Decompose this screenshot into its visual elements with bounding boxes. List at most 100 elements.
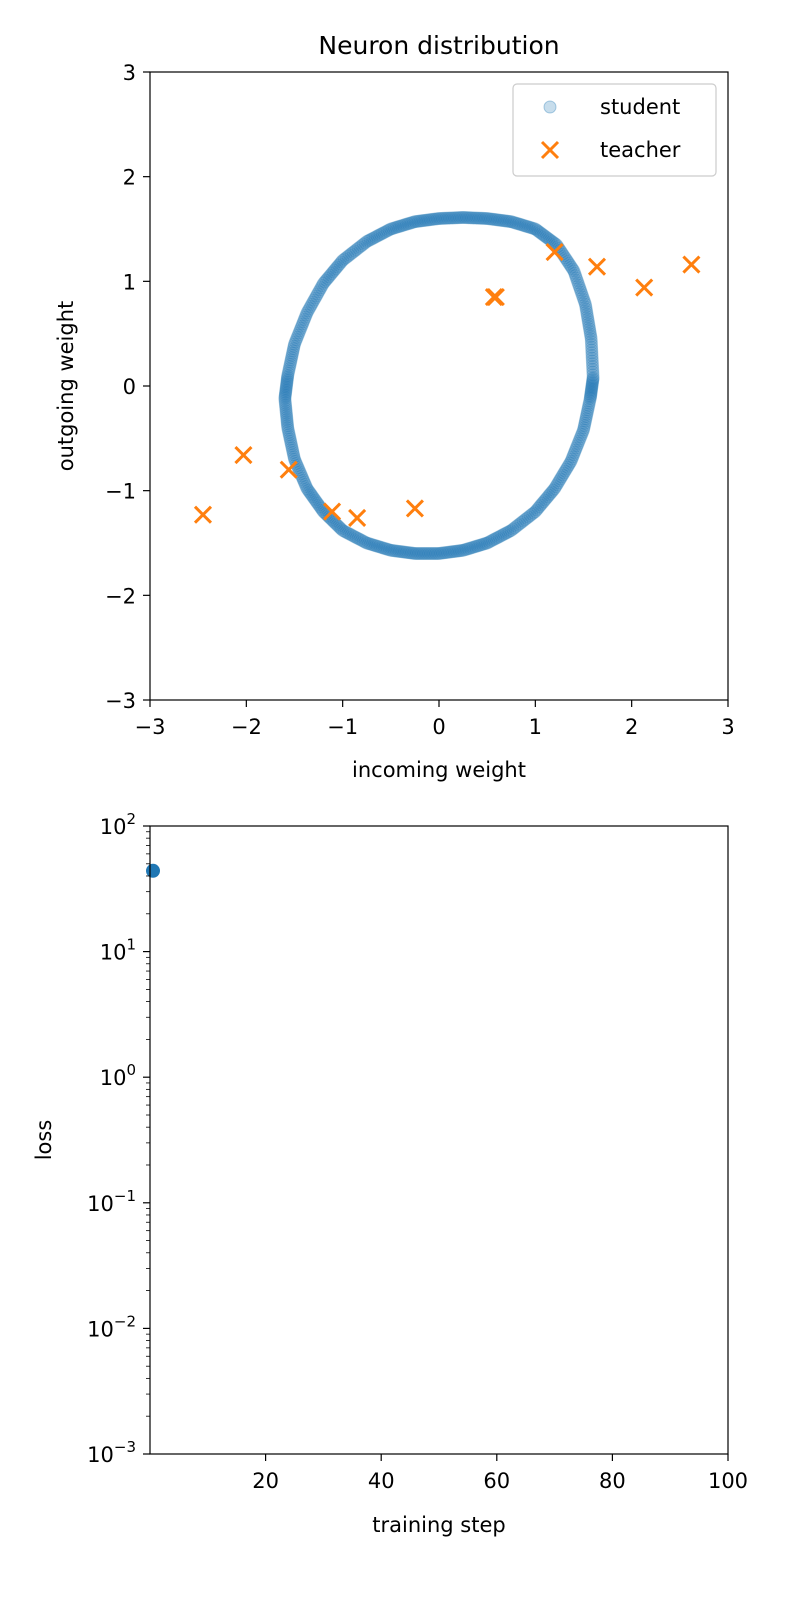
student-point bbox=[281, 369, 295, 383]
student-point bbox=[422, 546, 436, 560]
student-point bbox=[294, 321, 308, 335]
student-point bbox=[552, 474, 566, 488]
student-point bbox=[333, 257, 347, 271]
teacher-point bbox=[279, 460, 298, 479]
student-point bbox=[296, 473, 310, 487]
student-point bbox=[278, 398, 292, 412]
student-point bbox=[434, 211, 448, 225]
student-point bbox=[312, 285, 326, 299]
student-point bbox=[585, 340, 599, 354]
student-point bbox=[399, 545, 413, 559]
student-point bbox=[415, 214, 429, 228]
y-tick-label: 1 bbox=[123, 270, 136, 294]
student-point bbox=[569, 269, 583, 283]
student-point bbox=[329, 517, 343, 531]
student-point bbox=[355, 239, 369, 253]
student-point bbox=[577, 423, 590, 437]
student-point bbox=[465, 211, 479, 225]
student-point bbox=[575, 288, 589, 302]
student-point bbox=[560, 460, 574, 474]
y-tick-label-bottom: 10−2 bbox=[87, 1312, 136, 1341]
student-point bbox=[360, 235, 374, 249]
student-point bbox=[518, 513, 532, 527]
student-point bbox=[447, 211, 461, 225]
student-point bbox=[327, 263, 341, 277]
student-point bbox=[501, 525, 515, 539]
student-point bbox=[284, 437, 298, 451]
student-point bbox=[403, 546, 417, 560]
student-point bbox=[546, 483, 560, 497]
student-point bbox=[408, 215, 422, 229]
student-point bbox=[288, 335, 302, 349]
student-point bbox=[300, 306, 314, 320]
student-point bbox=[341, 249, 355, 263]
student-point bbox=[417, 214, 431, 228]
student-point bbox=[497, 214, 511, 228]
x-tick-label: −1 bbox=[327, 715, 358, 739]
student-point bbox=[584, 329, 598, 343]
student-point bbox=[374, 227, 388, 241]
student-point bbox=[585, 381, 599, 395]
student-point bbox=[532, 500, 546, 514]
student-point bbox=[558, 464, 572, 478]
teacher-series bbox=[193, 242, 701, 527]
student-point bbox=[564, 260, 578, 274]
student-point bbox=[306, 295, 320, 309]
student-point bbox=[583, 327, 597, 341]
student-point bbox=[307, 491, 321, 505]
student-point bbox=[555, 470, 569, 484]
student-point bbox=[439, 546, 453, 560]
student-point bbox=[322, 510, 336, 524]
student-point bbox=[425, 546, 439, 560]
student-point bbox=[466, 540, 480, 554]
student-point bbox=[583, 390, 597, 404]
student-point bbox=[579, 410, 593, 423]
student-point bbox=[511, 217, 525, 231]
student-point bbox=[547, 235, 560, 249]
student-point bbox=[278, 392, 292, 406]
student-point bbox=[314, 281, 328, 295]
student-point bbox=[482, 535, 496, 549]
student-point bbox=[326, 514, 340, 528]
student-point bbox=[363, 233, 377, 247]
student-point bbox=[279, 400, 293, 414]
student-point bbox=[490, 213, 504, 227]
student-point bbox=[417, 546, 431, 560]
student-point bbox=[411, 546, 425, 560]
student-point bbox=[406, 546, 420, 560]
student-point bbox=[584, 386, 598, 400]
student-point bbox=[302, 302, 316, 316]
student-point bbox=[548, 482, 562, 496]
student-point bbox=[280, 408, 294, 422]
legend-label-teacher: teacher bbox=[600, 138, 681, 162]
student-point bbox=[460, 211, 474, 225]
student-point bbox=[466, 211, 480, 225]
student-point bbox=[545, 485, 559, 499]
student-point bbox=[374, 540, 388, 554]
y-tick-label: 2 bbox=[123, 166, 136, 190]
student-point bbox=[584, 337, 598, 351]
student-point bbox=[285, 348, 299, 362]
student-point bbox=[528, 505, 542, 519]
y-tick-label: 3 bbox=[123, 61, 136, 85]
student-point bbox=[326, 265, 340, 279]
student-point bbox=[437, 546, 451, 560]
student-point bbox=[508, 521, 522, 535]
student-point bbox=[336, 253, 350, 267]
student-point bbox=[482, 212, 496, 226]
student-point bbox=[311, 496, 325, 510]
student-point bbox=[287, 448, 301, 462]
student-point bbox=[484, 534, 498, 548]
student-point bbox=[497, 527, 511, 541]
student-point bbox=[521, 510, 535, 524]
student-point bbox=[286, 446, 300, 460]
student-point bbox=[411, 214, 425, 228]
student-point bbox=[435, 211, 449, 225]
student-point bbox=[343, 527, 357, 541]
student-point bbox=[278, 394, 292, 408]
student-point bbox=[323, 268, 337, 282]
student-point bbox=[470, 539, 484, 553]
student-point bbox=[401, 546, 415, 560]
student-point bbox=[418, 546, 432, 560]
student-point bbox=[287, 342, 301, 356]
